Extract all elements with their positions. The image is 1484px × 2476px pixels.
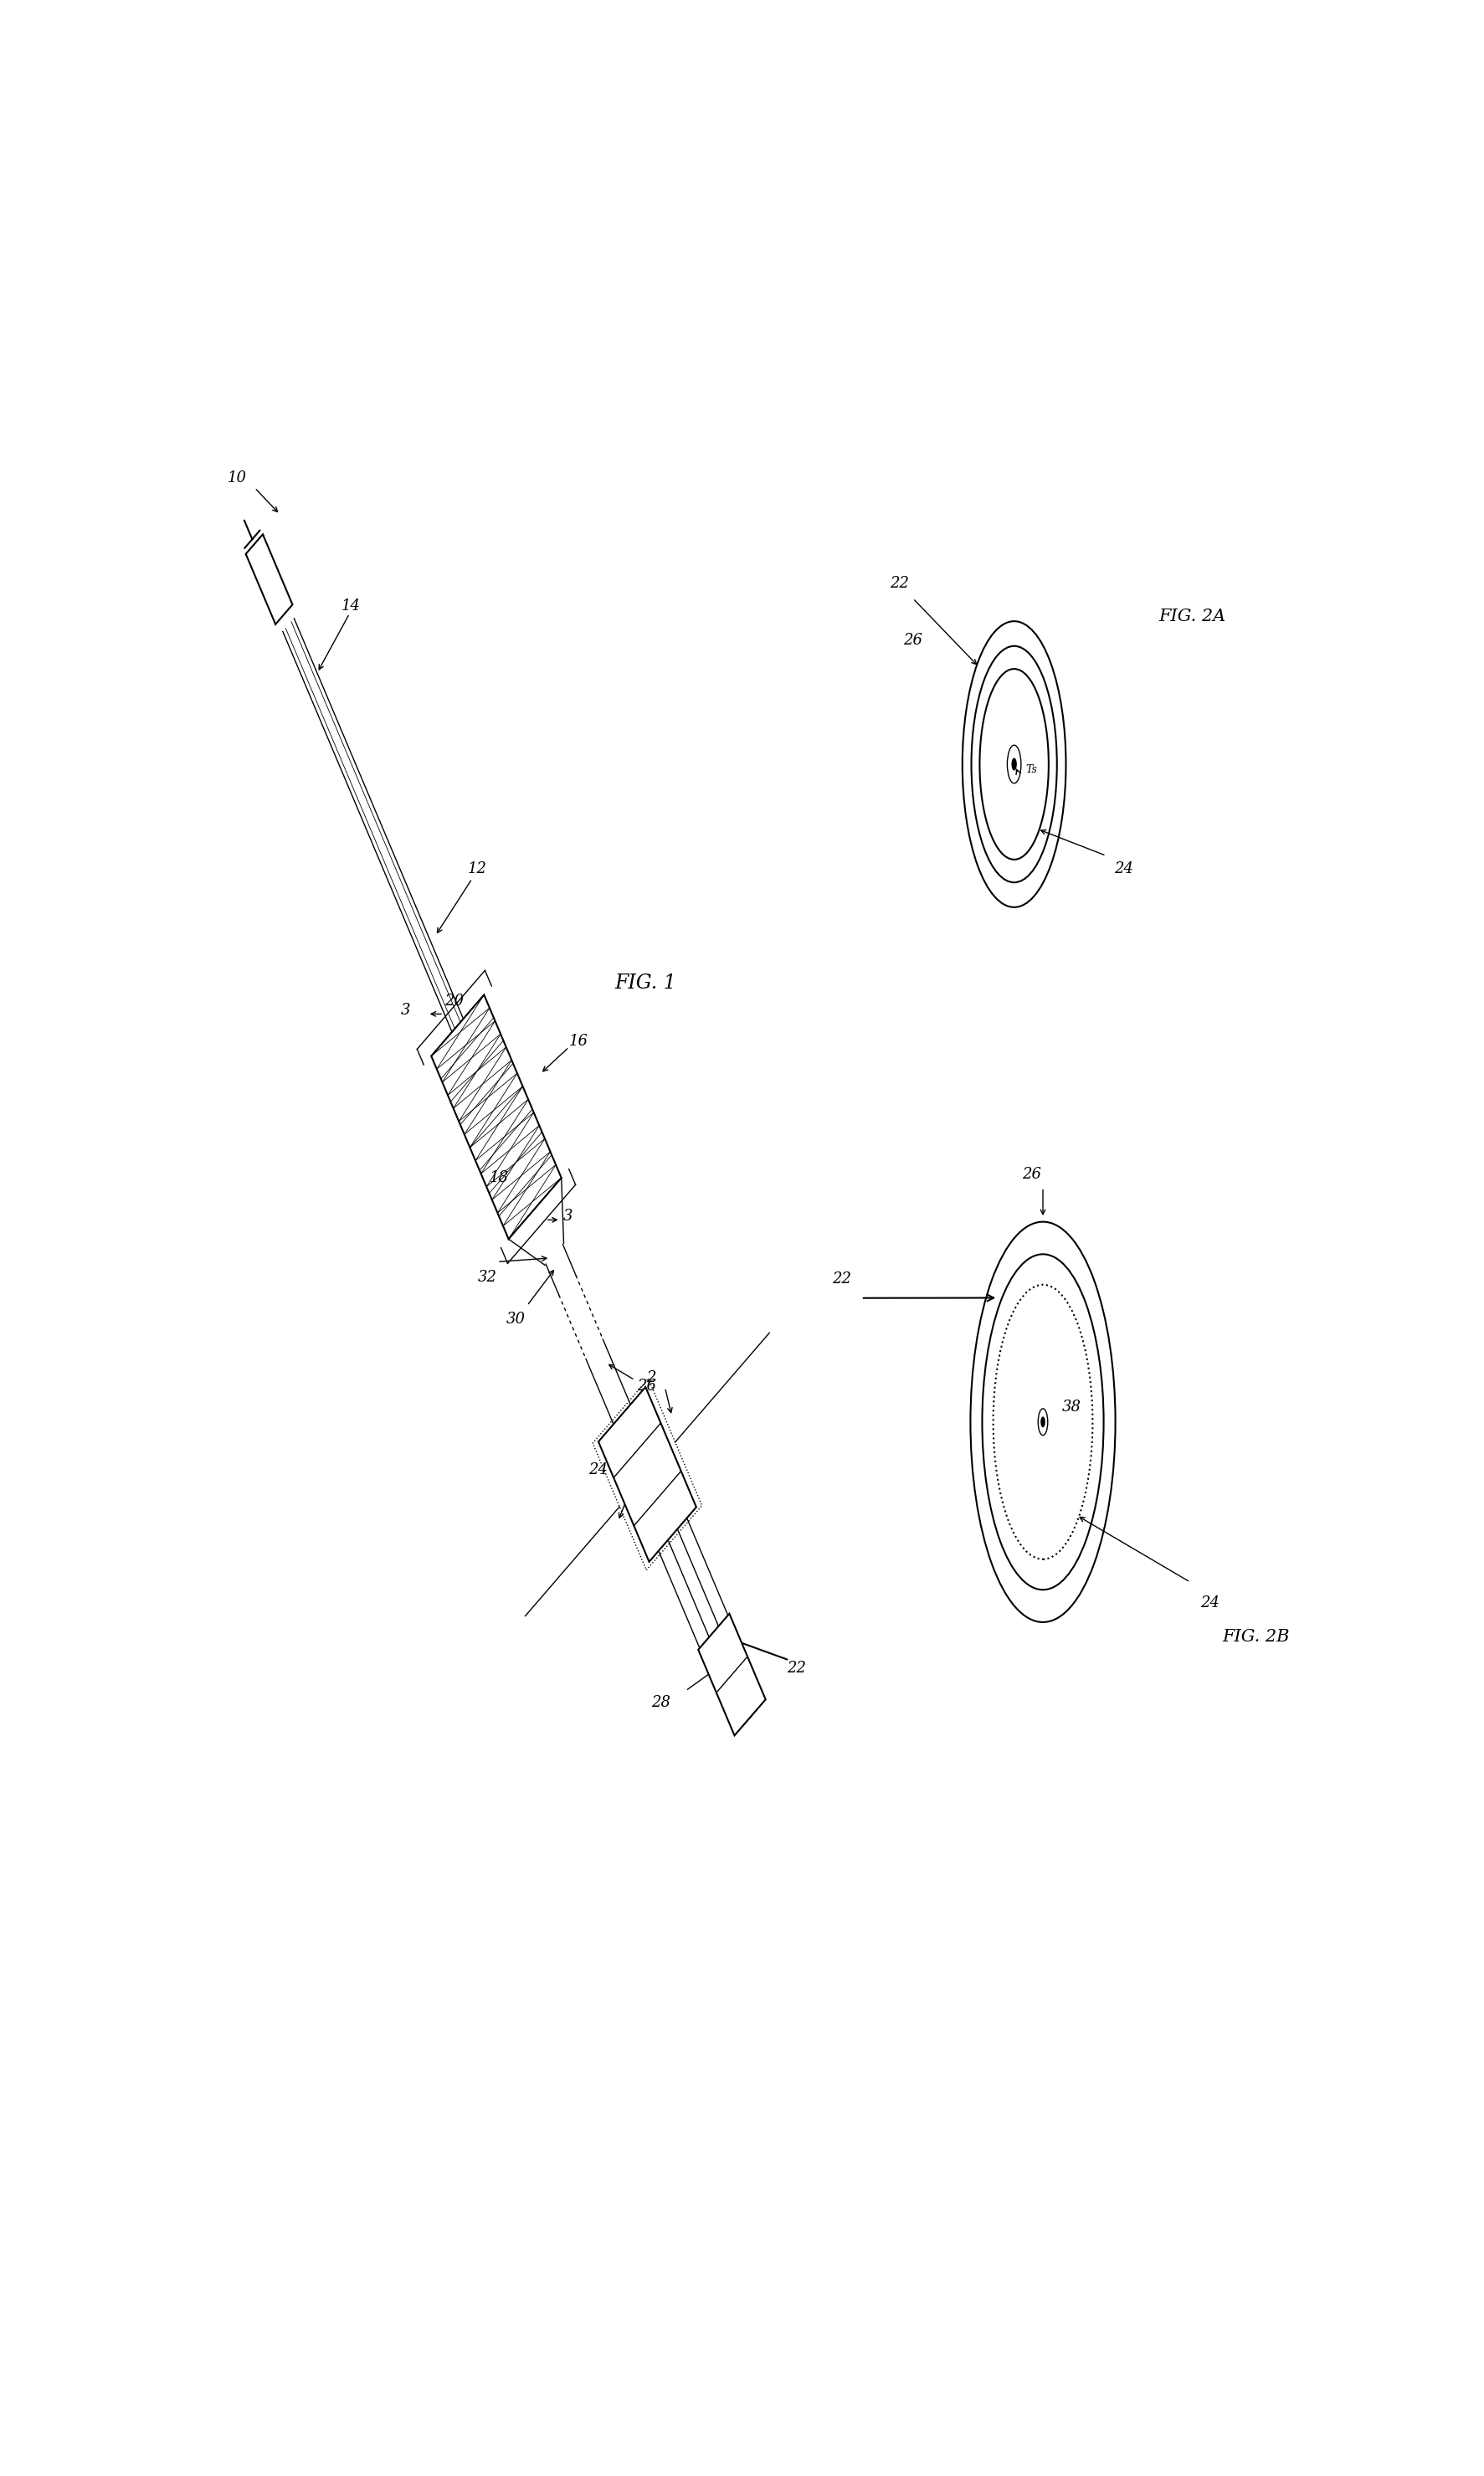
Text: FIG. 2B: FIG. 2B	[1221, 1629, 1288, 1644]
Text: 10: 10	[227, 470, 246, 485]
Polygon shape	[697, 1614, 766, 1736]
Text: 24: 24	[588, 1463, 607, 1478]
Text: 30: 30	[506, 1312, 525, 1327]
Text: FIG. 2A: FIG. 2A	[1159, 609, 1226, 624]
Text: 28: 28	[650, 1694, 669, 1711]
Polygon shape	[598, 1387, 696, 1562]
Text: 24: 24	[1199, 1595, 1218, 1609]
Text: 32: 32	[478, 1270, 497, 1285]
Polygon shape	[246, 535, 292, 624]
Text: 22: 22	[831, 1273, 850, 1288]
Text: FIG. 1: FIG. 1	[614, 973, 677, 993]
Polygon shape	[430, 995, 561, 1238]
Text: 3: 3	[401, 1003, 411, 1018]
Text: 3: 3	[562, 1208, 573, 1223]
Text: 12: 12	[467, 862, 487, 877]
Text: 2: 2	[646, 1369, 656, 1387]
Text: 26: 26	[637, 1379, 656, 1394]
Text: 38: 38	[1061, 1399, 1080, 1414]
Text: 22: 22	[889, 574, 908, 592]
Text: 24: 24	[1113, 862, 1132, 877]
Ellipse shape	[1040, 1416, 1045, 1426]
Text: 26: 26	[1021, 1166, 1040, 1181]
Text: 26: 26	[902, 634, 922, 649]
Text: 16: 16	[568, 1035, 588, 1050]
Text: 14: 14	[341, 599, 361, 614]
Text: 18: 18	[488, 1171, 508, 1186]
Text: 20: 20	[444, 993, 463, 1008]
Text: 2: 2	[626, 1476, 637, 1491]
Text: 22: 22	[787, 1661, 806, 1676]
Ellipse shape	[1012, 758, 1015, 770]
Text: Ts: Ts	[1025, 765, 1037, 775]
